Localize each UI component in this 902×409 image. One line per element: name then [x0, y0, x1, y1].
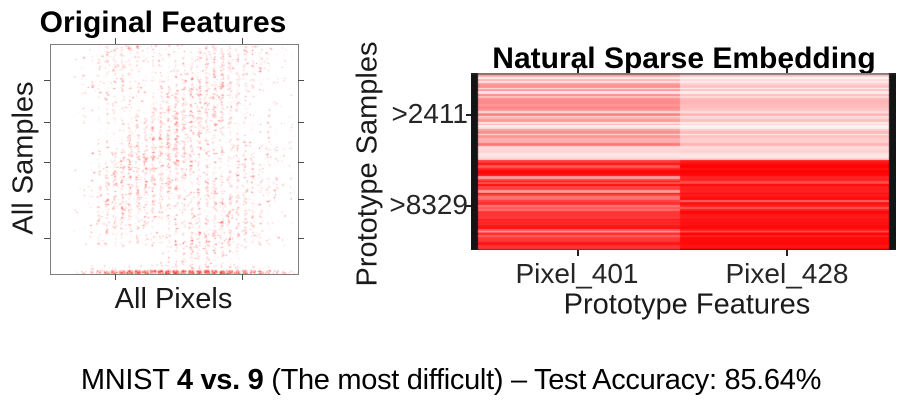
- axis-tick: [298, 237, 304, 239]
- axis-tick: [44, 199, 50, 201]
- axis-tick: [44, 122, 50, 124]
- figure-caption: MNIST 4 vs. 9 (The most difficult) – Tes…: [0, 364, 902, 397]
- axis-tick: [241, 274, 243, 280]
- caption-dataset: MNIST: [80, 364, 177, 396]
- left-x-axis-label: All Pixels: [114, 283, 233, 315]
- axis-tick: [466, 205, 471, 208]
- original-features-scatter: [51, 45, 298, 274]
- axis-tick: [114, 38, 116, 44]
- axis-tick: [785, 67, 788, 73]
- caption-note-accuracy: (The most difficult) – Test Accuracy: 85…: [263, 364, 822, 396]
- axis-tick: [577, 67, 580, 73]
- sparse-embedding-plot-area: [471, 73, 896, 250]
- axis-tick: [44, 237, 50, 239]
- sparse-embedding-heatmap: [471, 73, 896, 250]
- axis-tick: [44, 161, 50, 163]
- axis-tick: [298, 122, 304, 124]
- ytick-label-8329: >8329: [389, 189, 468, 220]
- axis-tick: [44, 79, 50, 81]
- axis-tick: [785, 250, 788, 256]
- right-panel-title: Natural Sparse Embedding: [492, 42, 876, 75]
- caption-class-pair: 4 vs. 9: [176, 364, 264, 396]
- axis-tick: [298, 79, 304, 81]
- axis-tick: [241, 38, 243, 44]
- left-y-axis-label: All Samples: [7, 81, 40, 235]
- xtick-label-pixel-401: Pixel_401: [515, 258, 639, 289]
- ytick-label-2411: >2411: [391, 98, 468, 129]
- right-x-axis-label: Prototype Features: [563, 288, 811, 321]
- axis-tick: [114, 274, 116, 280]
- right-y-axis-label: Prototype Samples: [351, 41, 384, 287]
- axis-tick: [466, 114, 471, 117]
- axis-tick: [298, 161, 304, 163]
- left-panel-title: Original Features: [39, 6, 287, 39]
- axis-tick: [298, 199, 304, 201]
- original-features-plot-area: [50, 44, 299, 275]
- axis-tick: [577, 250, 580, 256]
- xtick-label-pixel-428: Pixel_428: [725, 258, 849, 289]
